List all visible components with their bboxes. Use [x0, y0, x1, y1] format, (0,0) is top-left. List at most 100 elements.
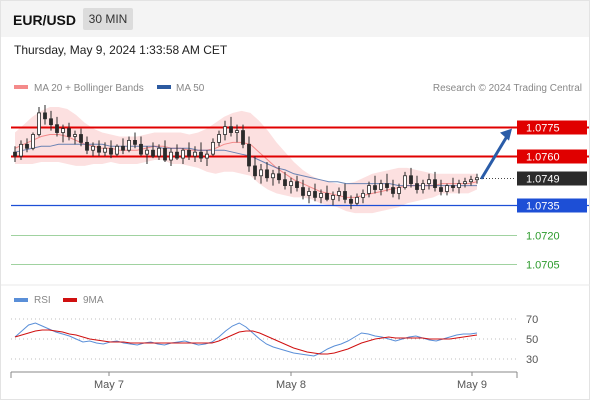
x-tick-label-2: May 9 [457, 379, 487, 391]
target-label-1.0720: 1.0720 [526, 231, 560, 243]
ma50-legend-swatch [157, 85, 171, 89]
candle-33 [211, 138, 215, 157]
candle-46 [289, 177, 293, 194]
candle-body [211, 141, 215, 155]
candle-body [301, 187, 305, 196]
candle-43 [271, 169, 275, 186]
candle-body [457, 183, 461, 188]
candle-23 [151, 142, 155, 159]
candle-39 [247, 136, 251, 172]
candle-27 [175, 144, 179, 161]
candle-body [25, 143, 29, 149]
candle-body [271, 173, 275, 179]
rsi-legend-swatch [14, 298, 28, 302]
candle-body [199, 151, 203, 159]
candle-body [97, 145, 101, 153]
candle-body [337, 191, 341, 196]
candle-body [109, 147, 113, 155]
candle-body [205, 153, 209, 159]
candle-70 [433, 171, 437, 192]
candle-64 [397, 183, 401, 200]
credit-label: Research © 2024 Trading Central [433, 83, 582, 94]
candle-body [235, 130, 239, 133]
candle-5 [43, 105, 47, 125]
candle-42 [265, 162, 269, 182]
candle-body [409, 175, 413, 185]
current-price-tag [517, 171, 587, 186]
candle-77 [475, 173, 479, 184]
candle-15 [103, 142, 107, 157]
candle-57 [355, 193, 359, 206]
candle-55 [343, 183, 347, 204]
candle-body [229, 126, 233, 133]
candle-body [121, 145, 125, 151]
candle-body [85, 141, 89, 151]
header-bar: EUR/USD 30 MIN [1, 1, 589, 37]
candle-body [313, 191, 317, 198]
timeframe-button[interactable]: 30 MIN [83, 8, 133, 30]
rsi-tick-label-50: 50 [526, 334, 538, 346]
candle-body [55, 124, 59, 133]
candle-body [37, 112, 41, 135]
candle-body [43, 112, 47, 120]
candle-body [169, 151, 173, 161]
resistance-tag-1.0760 [517, 149, 587, 164]
candle-60 [373, 175, 377, 194]
ma50-line [14, 143, 477, 187]
resistance-label-1.0760: 1.0760 [526, 152, 560, 164]
candle-59 [367, 181, 371, 198]
candle-1 [19, 140, 23, 161]
candle-body [133, 139, 137, 145]
candle-body [253, 165, 257, 177]
candle-body [265, 169, 269, 179]
candle-72 [445, 183, 449, 196]
candle-body [445, 185, 449, 192]
candle-37 [235, 124, 239, 143]
candle-65 [403, 171, 407, 190]
candle-62 [385, 173, 389, 192]
candle-body [187, 149, 191, 157]
candle-body [277, 173, 281, 181]
candle-body [67, 128, 71, 137]
rsi-legend-label: RSI [34, 295, 51, 306]
candle-body [361, 193, 365, 198]
candle-36 [229, 116, 233, 137]
candle-45 [283, 171, 287, 190]
candle-body [373, 185, 377, 190]
candle-48 [301, 179, 305, 200]
resistance-label-1.0775: 1.0775 [526, 123, 560, 135]
candle-body [127, 139, 131, 151]
candle-2 [25, 138, 29, 153]
candle-63 [391, 179, 395, 198]
candle-body [319, 193, 323, 198]
candle-body [73, 134, 77, 137]
candle-9 [67, 122, 71, 141]
target-label-1.0705: 1.0705 [526, 260, 560, 272]
candle-body [379, 183, 383, 190]
candle-body [163, 147, 167, 161]
candle-51 [319, 189, 323, 204]
candle-34 [217, 130, 221, 147]
bollinger-band-area [15, 107, 477, 214]
candle-76 [469, 175, 473, 186]
candle-body [217, 134, 221, 143]
candle-body [391, 187, 395, 194]
candle-body [247, 143, 251, 167]
symbol-label: EUR/USD [13, 12, 77, 28]
candle-73 [451, 177, 455, 192]
datetime-label: Thursday, May 9, 2024 1:33:58 AM CET [14, 43, 228, 57]
candle-body [433, 179, 437, 188]
candle-40 [253, 156, 257, 180]
candle-35 [223, 120, 227, 141]
candle-50 [313, 183, 317, 202]
candle-68 [421, 179, 425, 194]
candle-body [139, 143, 143, 155]
rsi-ma9-line [14, 329, 478, 355]
candle-body [31, 134, 35, 149]
candle-body [355, 196, 359, 204]
bb-legend-swatch [14, 85, 28, 89]
forecast-arrow-head [500, 128, 512, 141]
ma9-legend-label: 9MA [83, 295, 104, 306]
candle-75 [463, 177, 467, 188]
candle-30 [193, 146, 197, 163]
